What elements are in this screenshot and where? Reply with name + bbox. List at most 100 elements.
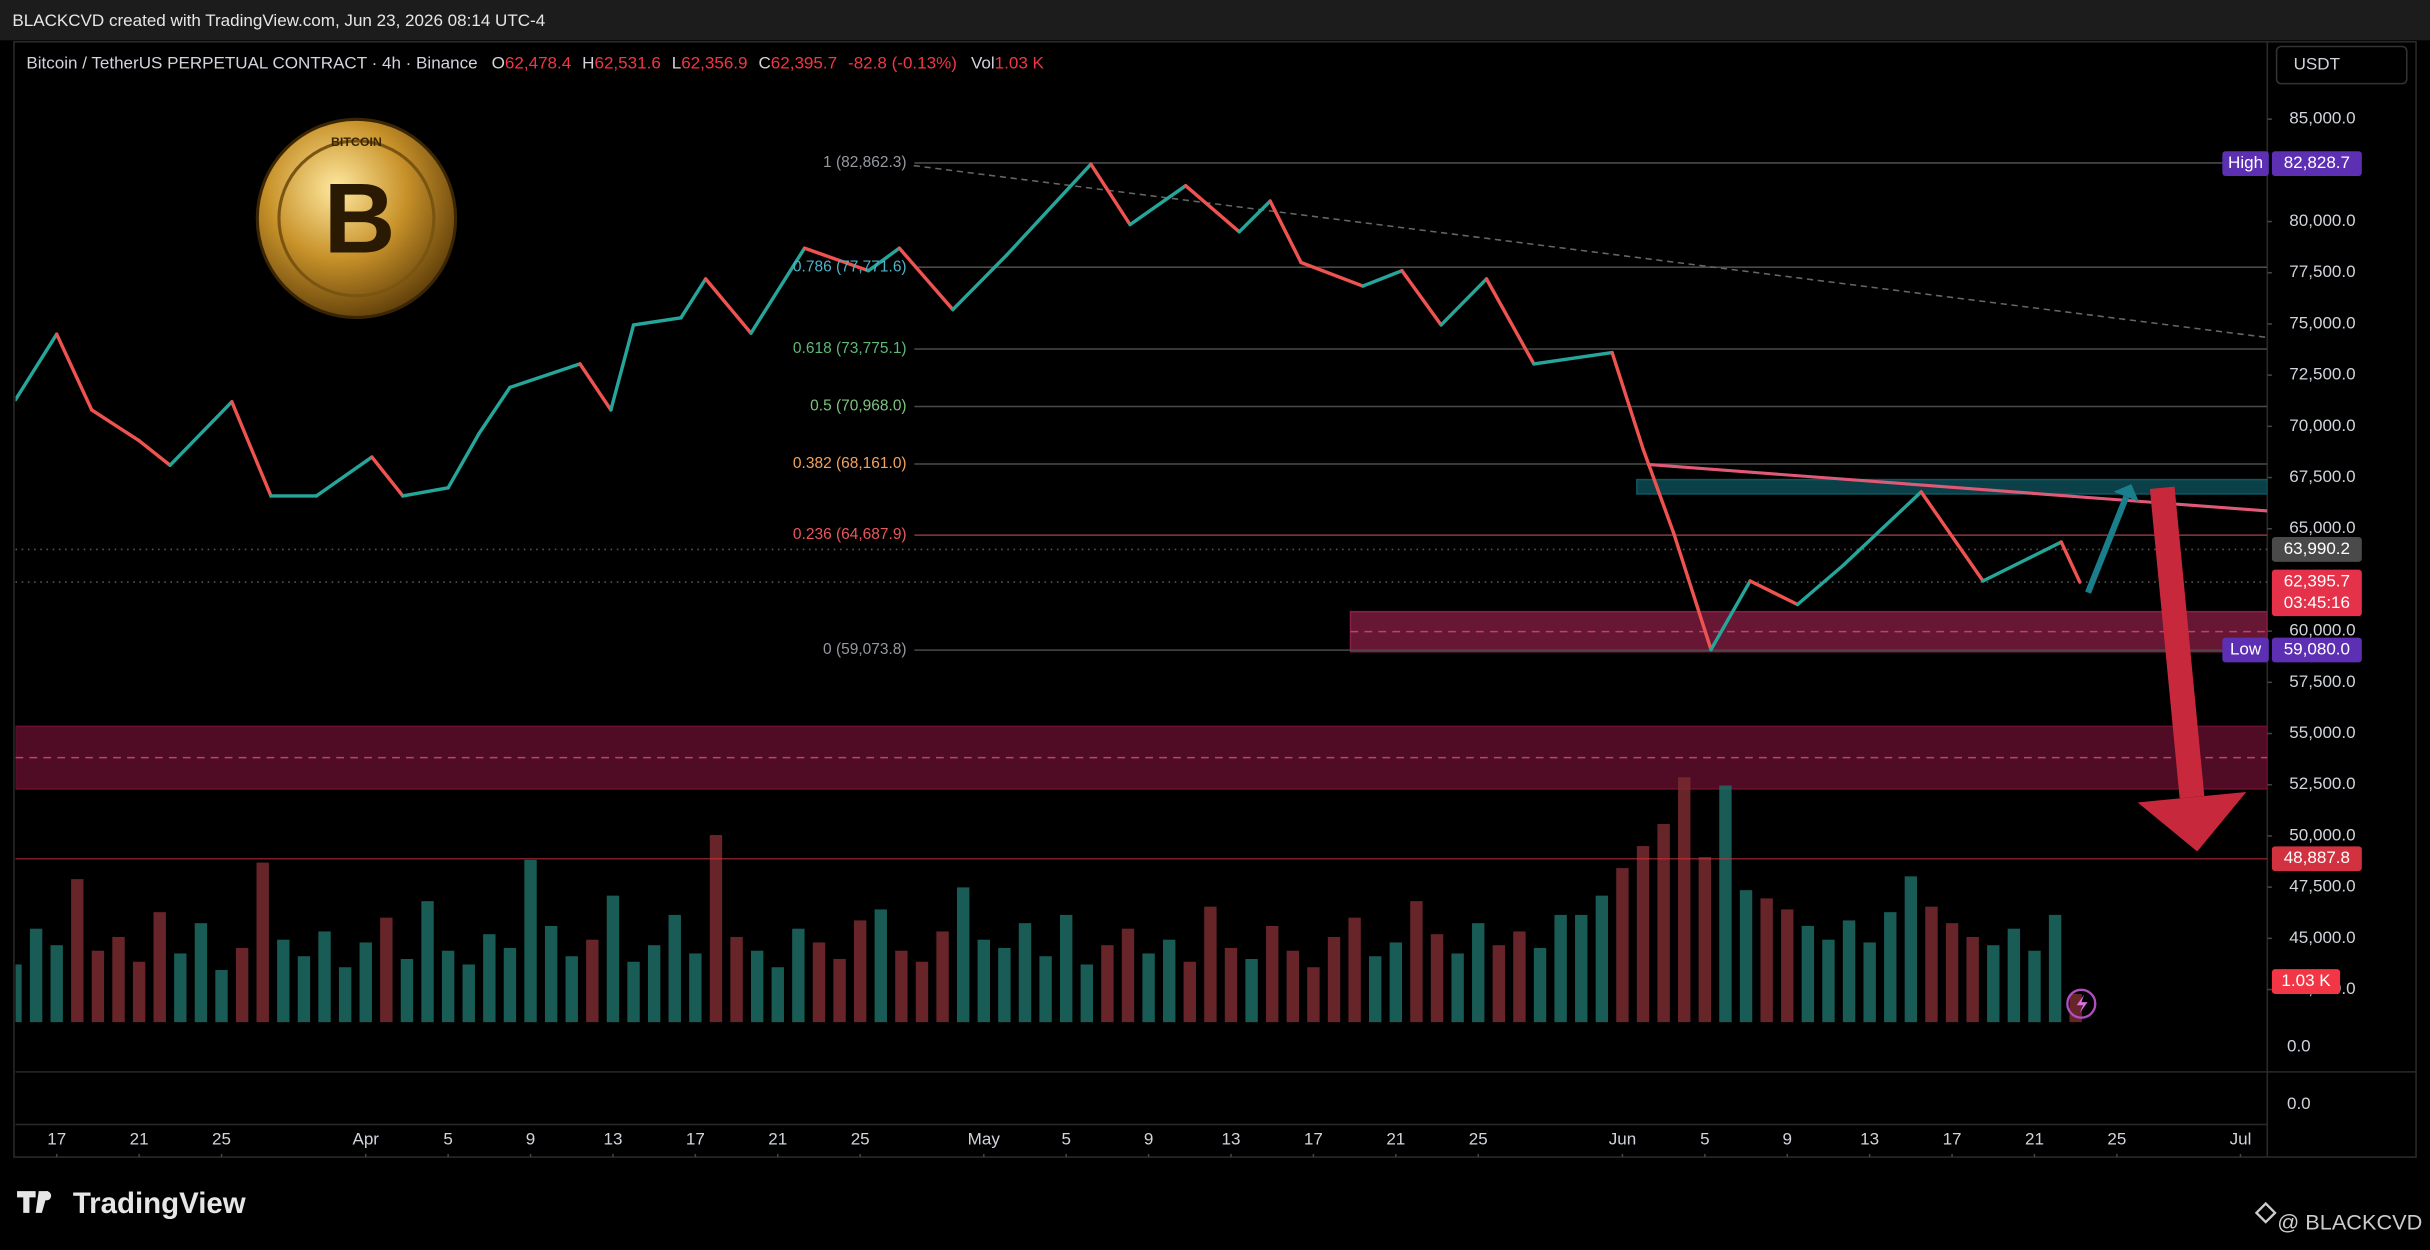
volume-bar <box>1245 958 1258 1023</box>
y-tick-label: 80,000.0 <box>2289 211 2355 230</box>
y-tick-label: 75,000.0 <box>2289 313 2355 332</box>
price-segment <box>508 362 582 390</box>
fib-label: 0.5 (70,968.0) <box>810 398 906 415</box>
currency[interactable]: USDT <box>2294 55 2341 74</box>
chart-frame <box>13 41 2417 1158</box>
x-tick-label: 25 <box>2107 1130 2126 1149</box>
x-tick-label: 21 <box>2025 1130 2044 1149</box>
price-segment <box>90 408 141 443</box>
volume-bar <box>1286 950 1300 1023</box>
price-segment <box>1128 184 1188 227</box>
volume-bar <box>1575 914 1588 1023</box>
price-segment <box>230 400 273 498</box>
volume-bar <box>586 939 599 1023</box>
volume-bar <box>709 835 723 1023</box>
price-segment <box>137 438 172 467</box>
y-tick-label: 60,000.0 <box>2289 621 2355 640</box>
volume-bar <box>1451 953 1464 1023</box>
price-badge <box>2271 637 2362 663</box>
volume-bar <box>1842 920 1856 1023</box>
volume-bar <box>1945 923 1959 1023</box>
volume-bar <box>277 939 290 1023</box>
price-badge <box>2271 846 2362 872</box>
x-tick-label: 25 <box>851 1130 870 1149</box>
x-tick-label: 17 <box>686 1130 705 1149</box>
y-tick-label: 47,500.0 <box>2289 877 2355 896</box>
volume-bar <box>2007 928 2021 1023</box>
l-label: L <box>672 53 681 72</box>
volume-bar <box>544 925 558 1023</box>
fib-label: 0.618 (73,775.1) <box>793 340 907 357</box>
volume-bar <box>1266 925 1279 1023</box>
volume-bar <box>2048 914 2062 1023</box>
price-segment <box>897 246 955 312</box>
currency-button[interactable] <box>2275 45 2408 85</box>
price-badge <box>2271 537 2362 562</box>
coin: BITCOIN B <box>255 117 458 320</box>
price-tag <box>2222 637 2269 663</box>
volume-bar <box>1472 923 1485 1023</box>
volume-bar <box>1080 964 1093 1023</box>
price-segment <box>1400 268 1443 327</box>
volume-bar <box>215 969 228 1023</box>
volume-bar <box>1616 868 1629 1023</box>
volume-bar <box>1925 906 1938 1023</box>
volume-bar <box>380 917 393 1023</box>
volume-bar <box>1513 931 1526 1023</box>
volume-bar <box>1719 785 1732 1023</box>
volume-bar <box>606 895 620 1023</box>
c-label: C <box>758 53 770 72</box>
price-segment <box>1237 199 1272 234</box>
price-segment <box>1748 579 1800 607</box>
zone <box>1349 610 2268 653</box>
price-segment <box>477 385 512 436</box>
o-label: O <box>492 53 505 72</box>
price-segment <box>2059 540 2082 584</box>
volume-bar <box>153 912 166 1023</box>
price-segment <box>1299 260 1365 288</box>
price-badge-label: 48,887.8 <box>2284 848 2350 867</box>
volume-bar <box>1554 914 1567 1023</box>
fib-label: 0.382 (68,161.0) <box>793 455 907 472</box>
price-segment <box>1641 447 1676 536</box>
price-badge-label: 82,828.7 <box>2284 153 2350 172</box>
price-segment <box>609 323 636 412</box>
y-tick-label: 52,500.0 <box>2289 774 2355 793</box>
volume-bar <box>874 909 887 1023</box>
fib-label: 0.786 (77,771.6) <box>793 258 907 275</box>
attribution: BLACKCVD created with TradingView.com, J… <box>12 11 545 30</box>
price-segment <box>578 362 613 412</box>
price-segment <box>703 277 753 335</box>
volume-bar <box>1348 917 1361 1023</box>
l-value: 62,356.9 <box>681 53 747 72</box>
price-badge-label: 62,395.7 <box>2284 572 2350 591</box>
arrow-shaft <box>2085 495 2130 594</box>
price-segment <box>370 455 405 498</box>
volume-bar <box>998 947 1011 1023</box>
price-segment <box>1089 162 1132 227</box>
x-tick-label: 5 <box>1061 1130 1070 1149</box>
y-tick-label: 77,500.0 <box>2289 262 2355 281</box>
x-tick-label: Jun <box>1609 1130 1636 1149</box>
price-segment <box>802 246 871 273</box>
x-tick-label: 9 <box>1783 1130 1792 1149</box>
volume-bar <box>1863 942 1876 1023</box>
fib-label: 0 (59,073.8) <box>823 641 907 658</box>
arrow-head <box>2137 792 2247 852</box>
volume-bar <box>1492 945 1506 1023</box>
x-tick-label: 9 <box>526 1130 535 1149</box>
volume-bar <box>1101 945 1114 1023</box>
volume-badge <box>2271 969 2341 994</box>
x-tick-label: 5 <box>443 1130 452 1149</box>
volume-bar <box>1430 934 1444 1023</box>
y-tick-label: 67,500.0 <box>2289 467 2355 486</box>
y-tick-label: 55,000.0 <box>2289 723 2355 742</box>
volume-bar <box>71 879 84 1023</box>
volume-bar <box>1142 953 1155 1023</box>
price-segment <box>1361 268 1404 288</box>
volume-bar <box>627 961 640 1023</box>
pane-label: 0.0 <box>2287 1094 2311 1113</box>
price-segment <box>1919 490 1985 583</box>
volume-bar <box>853 920 867 1023</box>
